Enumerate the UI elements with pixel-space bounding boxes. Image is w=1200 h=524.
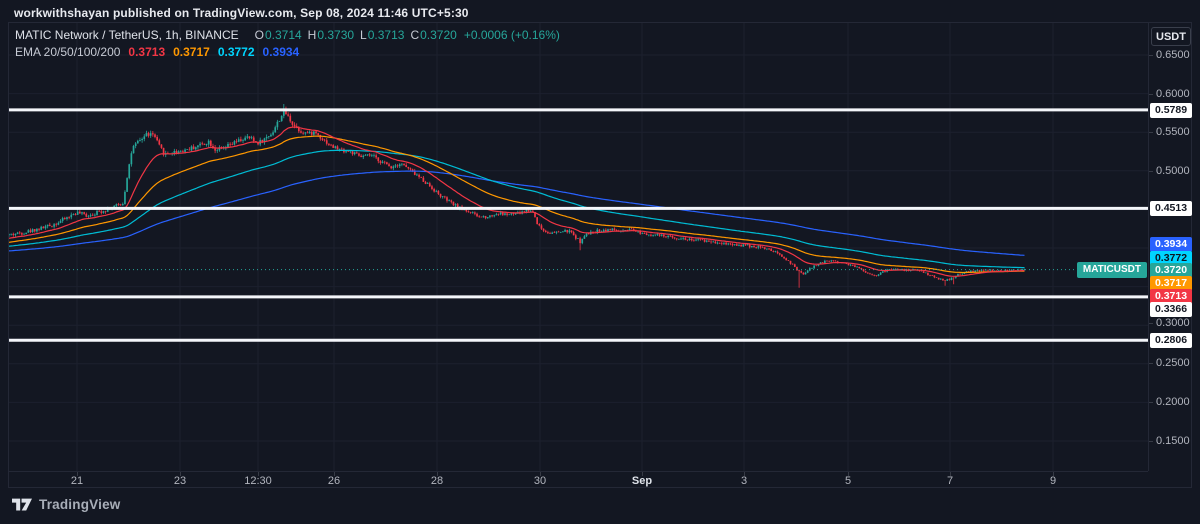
price-tick-label: 0.5500 bbox=[1156, 126, 1190, 138]
low-label: L bbox=[360, 28, 367, 42]
price-badge-0.3934: 0.3934 bbox=[1150, 236, 1192, 252]
time-tick-dash bbox=[180, 472, 181, 476]
time-tick-dash bbox=[437, 472, 438, 476]
time-tick-label: 28 bbox=[430, 475, 444, 487]
currency-toggle-button[interactable]: USDT bbox=[1151, 27, 1191, 46]
ema-legend-row: EMA 20/50/100/200 0.3713 0.3717 0.3772 0.393… bbox=[15, 44, 560, 60]
symbol-legend-row: MATIC Network / TetherUS, 1h, BINANCE O0.… bbox=[15, 27, 560, 43]
price-badge-0.3366: 0.3366 bbox=[1150, 301, 1192, 317]
time-tick-label: 23 bbox=[173, 475, 187, 487]
close-value: 0.3720 bbox=[420, 28, 457, 42]
price-tick-label: 0.2500 bbox=[1156, 357, 1190, 369]
price-tick-dash bbox=[1149, 55, 1153, 56]
chart-frame: MATIC Network / TetherUS, 1h, BINANCE O0.… bbox=[8, 22, 1192, 488]
price-badge-0.3717: 0.3717 bbox=[1150, 275, 1192, 291]
price-tick-dash bbox=[1149, 171, 1153, 172]
time-tick-dash bbox=[1053, 472, 1054, 476]
time-tick-dash bbox=[258, 472, 259, 476]
publish-attribution: workwithshayan published on TradingView.… bbox=[14, 6, 469, 20]
ema-value-3: 0.3934 bbox=[262, 45, 300, 59]
change-value: +0.0006 (+0.16%) bbox=[463, 28, 560, 42]
price-tick-label: 0.1500 bbox=[1156, 435, 1190, 447]
open-label: O bbox=[254, 28, 264, 42]
price-badge-0.3772: 0.3772 bbox=[1150, 250, 1192, 266]
time-tick-label: Sep bbox=[631, 475, 653, 487]
symbol-price-label: MATICUSDT bbox=[1076, 261, 1147, 278]
tradingview-logo-text: TradingView bbox=[39, 497, 121, 512]
tradingview-logo-icon bbox=[12, 498, 32, 510]
price-badge-0.3720: 0.3720 bbox=[1150, 262, 1192, 278]
high-label: H bbox=[307, 28, 317, 42]
price-tick-label: 0.2000 bbox=[1156, 396, 1190, 408]
price-badge-0.4513: 0.4513 bbox=[1150, 200, 1192, 216]
price-tick-label: 0.5000 bbox=[1156, 165, 1190, 177]
time-tick-label: 12:30 bbox=[244, 475, 272, 487]
price-tick-label: 0.6500 bbox=[1156, 49, 1190, 61]
time-tick-label: 5 bbox=[844, 475, 852, 487]
time-tick-label: 26 bbox=[327, 475, 341, 487]
time-axis[interactable]: 21 23 12:30 26 28 30 Sep 3 5 7 9 bbox=[9, 471, 1148, 489]
price-badge-0.5789: 0.5789 bbox=[1150, 102, 1192, 118]
time-tick-dash bbox=[540, 472, 541, 476]
price-tick-dash bbox=[1149, 363, 1153, 364]
close-label: C bbox=[410, 28, 420, 42]
price-axis[interactable]: USDT 0.6500 0.6000 0.5500 0.5000 0.3000 0.250… bbox=[1149, 23, 1193, 471]
time-tick-dash bbox=[334, 472, 335, 476]
ema-indicator-label[interactable]: EMA 20/50/100/200 bbox=[15, 45, 121, 59]
time-tick-dash bbox=[744, 472, 745, 476]
time-tick-dash bbox=[77, 472, 78, 476]
time-tick-label: 7 bbox=[946, 475, 954, 487]
low-value: 0.3713 bbox=[367, 28, 405, 42]
chart-legend: MATIC Network / TetherUS, 1h, BINANCE O0.… bbox=[15, 27, 560, 60]
price-tick-dash bbox=[1149, 323, 1153, 324]
price-tick-dash bbox=[1149, 132, 1153, 133]
ema-value-2: 0.3772 bbox=[217, 45, 255, 59]
symbol-title[interactable]: MATIC Network / TetherUS, 1h, BINANCE bbox=[15, 28, 239, 42]
time-tick-label: 30 bbox=[533, 475, 547, 487]
price-pane[interactable]: MATIC Network / TetherUS, 1h, BINANCE O0.… bbox=[9, 23, 1149, 471]
candlestick-chart[interactable] bbox=[9, 23, 1148, 471]
time-tick-label: 3 bbox=[740, 475, 748, 487]
price-tick-label: 0.3000 bbox=[1156, 317, 1190, 329]
price-tick-label: 0.6000 bbox=[1156, 88, 1190, 100]
time-tick-label: 21 bbox=[70, 475, 84, 487]
time-tick-dash bbox=[642, 472, 643, 476]
time-tick-dash bbox=[848, 472, 849, 476]
price-tick-dash bbox=[1149, 94, 1153, 95]
open-value: 0.3714 bbox=[264, 28, 302, 42]
ema-value-0: 0.3713 bbox=[128, 45, 166, 59]
price-tick-dash bbox=[1149, 402, 1153, 403]
tradingview-logo[interactable]: TradingView bbox=[12, 497, 120, 512]
time-tick-dash bbox=[950, 472, 951, 476]
price-tick-dash bbox=[1149, 441, 1153, 442]
price-badge-0.2806: 0.2806 bbox=[1150, 332, 1192, 348]
ema-value-1: 0.3717 bbox=[173, 45, 210, 59]
time-tick-label: 9 bbox=[1049, 475, 1057, 487]
price-badge-0.3713: 0.3713 bbox=[1150, 288, 1192, 304]
high-value: 0.3730 bbox=[317, 28, 355, 42]
